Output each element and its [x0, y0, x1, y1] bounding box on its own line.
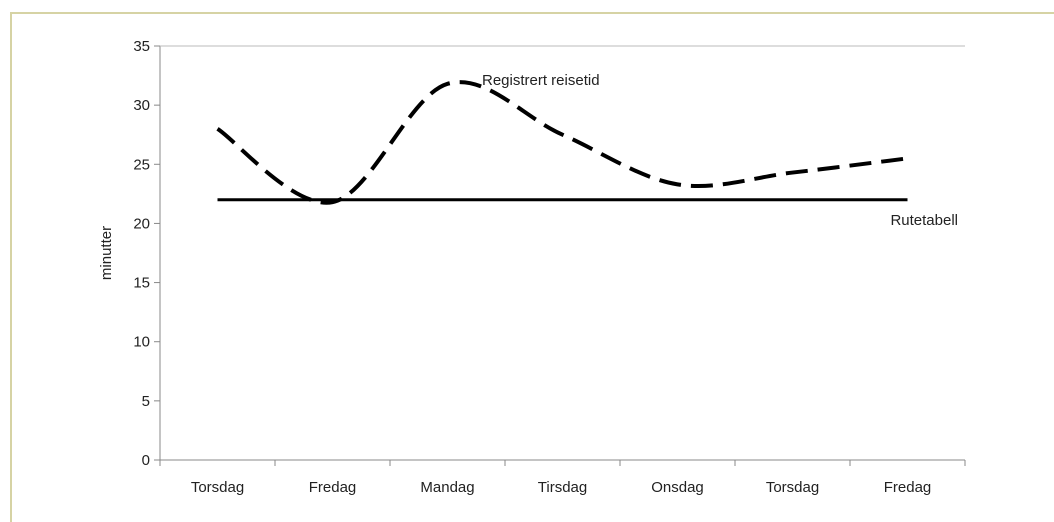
x-tick-label: Torsdag: [191, 479, 244, 496]
y-tick-label: 15: [133, 275, 150, 292]
y-tick-label: 25: [133, 156, 150, 173]
y-axis-ticks: 0 5 10 15 20 25 30 35: [133, 38, 160, 469]
x-tick-label: Torsdag: [766, 479, 819, 496]
annotation-rutetabell: Rutetabell: [890, 212, 958, 229]
series-line-registrert-reisetid: [216, 80, 908, 205]
annotation-registrert-reisetid: Registrert reisetid: [482, 72, 600, 89]
y-axis-title: minutter: [98, 226, 115, 280]
x-tick-label: Mandag: [420, 479, 474, 496]
y-tick-label: 0: [142, 452, 150, 469]
x-tick-label: Fredag: [309, 479, 357, 496]
y-tick-label: 5: [142, 393, 150, 410]
y-tick-label: 30: [133, 97, 150, 114]
line-chart: 0 5 10 15 20 25 30 35 Torsdag Fredag Mandag Tirsda…: [98, 38, 966, 496]
y-tick-label: 35: [133, 38, 150, 55]
x-tick-label: Tirsdag: [538, 479, 587, 496]
annotations: Registrert reisetid Rutetabell: [482, 72, 958, 229]
chart-frame: [10, 12, 1054, 522]
series-group: [216, 80, 908, 205]
x-axis-ticks: Torsdag Fredag Mandag Tirsdag Onsdag Torsdag F…: [159, 460, 966, 496]
x-tick-label: Fredag: [884, 479, 932, 496]
axes: [159, 45, 965, 461]
x-tick-label: Onsdag: [651, 479, 704, 496]
y-tick-label: 20: [133, 215, 150, 232]
y-tick-label: 10: [133, 334, 150, 351]
